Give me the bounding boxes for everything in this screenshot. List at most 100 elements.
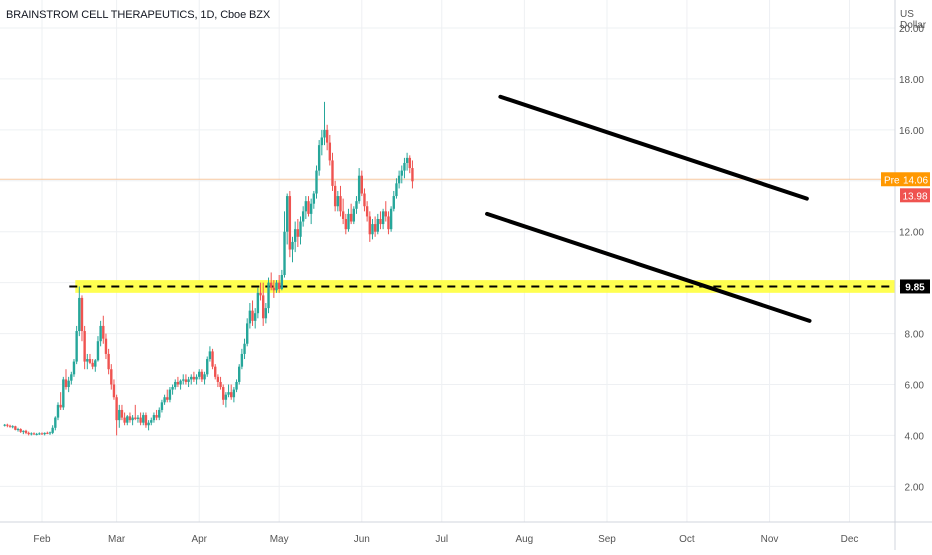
candle xyxy=(341,198,345,225)
candle xyxy=(99,320,102,347)
candle-body xyxy=(32,433,36,435)
candle xyxy=(115,394,118,436)
candle-body xyxy=(285,196,289,232)
candle xyxy=(96,336,100,362)
candle xyxy=(123,412,126,426)
candle xyxy=(190,374,193,385)
candle xyxy=(163,394,166,405)
candle-body xyxy=(174,381,177,388)
candle xyxy=(22,430,25,435)
candle-body xyxy=(120,409,124,418)
candle xyxy=(251,300,254,326)
candle xyxy=(86,353,89,370)
candle xyxy=(94,359,97,372)
candle xyxy=(408,155,411,174)
candle-body xyxy=(62,379,65,408)
candle-body xyxy=(176,381,180,385)
candle-body xyxy=(187,379,190,382)
candle xyxy=(259,282,262,301)
candle-body xyxy=(360,175,363,194)
candle-body xyxy=(333,185,337,207)
candle xyxy=(411,160,414,189)
candle xyxy=(56,402,60,421)
candle xyxy=(400,165,403,184)
candle xyxy=(107,348,110,375)
candle xyxy=(357,168,361,204)
candle-body xyxy=(376,218,379,232)
candle-body xyxy=(155,415,158,418)
candle-body xyxy=(208,351,212,360)
candle-body xyxy=(166,397,169,400)
candle xyxy=(315,165,318,199)
candle-body xyxy=(339,196,342,212)
y-tick-label: 6.00 xyxy=(905,380,925,391)
candle xyxy=(403,157,406,179)
pre-market-label: Pre xyxy=(884,175,900,186)
candle-body xyxy=(251,310,254,321)
y-tick-label: 12.00 xyxy=(899,228,924,239)
candle xyxy=(293,221,297,253)
candle xyxy=(64,369,68,390)
candle-body xyxy=(163,397,166,403)
candle-body xyxy=(67,380,70,388)
candle xyxy=(376,213,379,235)
candle-body xyxy=(299,221,302,237)
candle xyxy=(360,170,363,197)
candle-body xyxy=(368,216,371,235)
candle xyxy=(136,415,140,423)
candle xyxy=(277,275,281,293)
candle xyxy=(291,236,294,263)
candle-body xyxy=(200,371,204,380)
candle xyxy=(166,389,169,403)
candle xyxy=(352,206,356,225)
candle-body xyxy=(11,426,14,428)
candle-body xyxy=(384,211,387,217)
support-price-tag xyxy=(900,279,930,294)
candle-body xyxy=(59,404,62,408)
candle-body xyxy=(136,417,140,419)
candle xyxy=(11,425,14,429)
candle xyxy=(344,213,348,235)
candle-body xyxy=(96,341,100,361)
y-tick-label: 20.00 xyxy=(899,24,924,35)
candle-body xyxy=(19,429,22,432)
candle-body xyxy=(126,416,129,423)
candle xyxy=(147,420,150,431)
candle-body xyxy=(379,218,382,225)
candle-body xyxy=(411,168,414,182)
candle-body xyxy=(344,218,348,230)
candle-body xyxy=(397,175,401,184)
candle-body xyxy=(363,193,366,207)
candle-body xyxy=(70,374,73,381)
candle-body xyxy=(230,392,233,398)
candle-body xyxy=(392,196,395,209)
candle xyxy=(387,211,390,235)
candle xyxy=(248,303,252,329)
candle-body xyxy=(336,196,340,207)
candle xyxy=(54,416,57,431)
candle xyxy=(307,196,310,217)
candle xyxy=(152,412,156,423)
candle xyxy=(381,208,385,230)
candle xyxy=(134,404,137,421)
support-price-label: 9.85 xyxy=(905,282,925,293)
x-tick-label: Aug xyxy=(515,534,533,545)
pre-market-value: 14.06 xyxy=(903,175,928,186)
candle-body xyxy=(304,201,308,212)
candle xyxy=(51,425,54,435)
candle xyxy=(91,359,94,370)
candle xyxy=(182,374,185,385)
candle-body xyxy=(387,216,390,230)
candle xyxy=(269,272,273,291)
candle xyxy=(219,376,222,390)
candle-body xyxy=(6,424,9,426)
candle xyxy=(285,193,289,245)
candle xyxy=(128,412,132,423)
candle-body xyxy=(72,361,76,375)
candle xyxy=(227,384,230,398)
candle xyxy=(155,409,158,421)
x-tick-label: Sep xyxy=(598,534,616,545)
candle-body xyxy=(78,297,81,332)
